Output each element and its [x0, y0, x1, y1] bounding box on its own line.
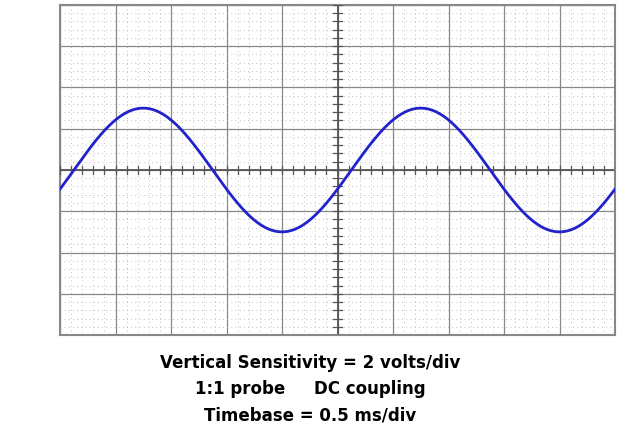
Text: Vertical Sensitivity = 2 volts/div: Vertical Sensitivity = 2 volts/div — [160, 354, 460, 372]
Text: 1:1 probe     DC coupling: 1:1 probe DC coupling — [195, 381, 425, 398]
Text: Timebase = 0.5 ms/div: Timebase = 0.5 ms/div — [204, 407, 416, 425]
